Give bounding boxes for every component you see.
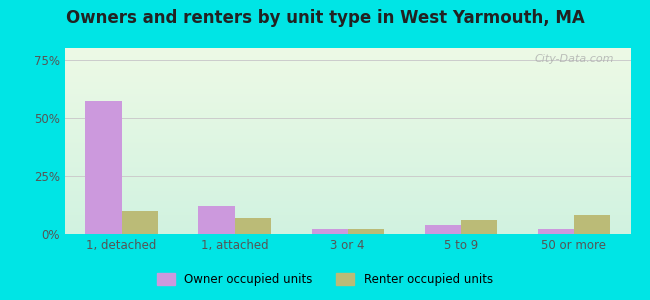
Bar — [574, 215, 610, 234]
Bar — [348, 229, 384, 234]
Text: City-Data.com: City-Data.com — [534, 54, 614, 64]
Text: Owners and renters by unit type in West Yarmouth, MA: Owners and renters by unit type in West … — [66, 9, 584, 27]
Legend: Owner occupied units, Renter occupied units: Owner occupied units, Renter occupied un… — [153, 268, 497, 291]
Bar — [424, 225, 461, 234]
Bar — [235, 218, 271, 234]
Bar — [198, 206, 235, 234]
Bar — [538, 229, 574, 234]
Bar — [122, 211, 158, 234]
Bar — [461, 220, 497, 234]
Bar — [85, 101, 122, 234]
Bar — [311, 229, 348, 234]
